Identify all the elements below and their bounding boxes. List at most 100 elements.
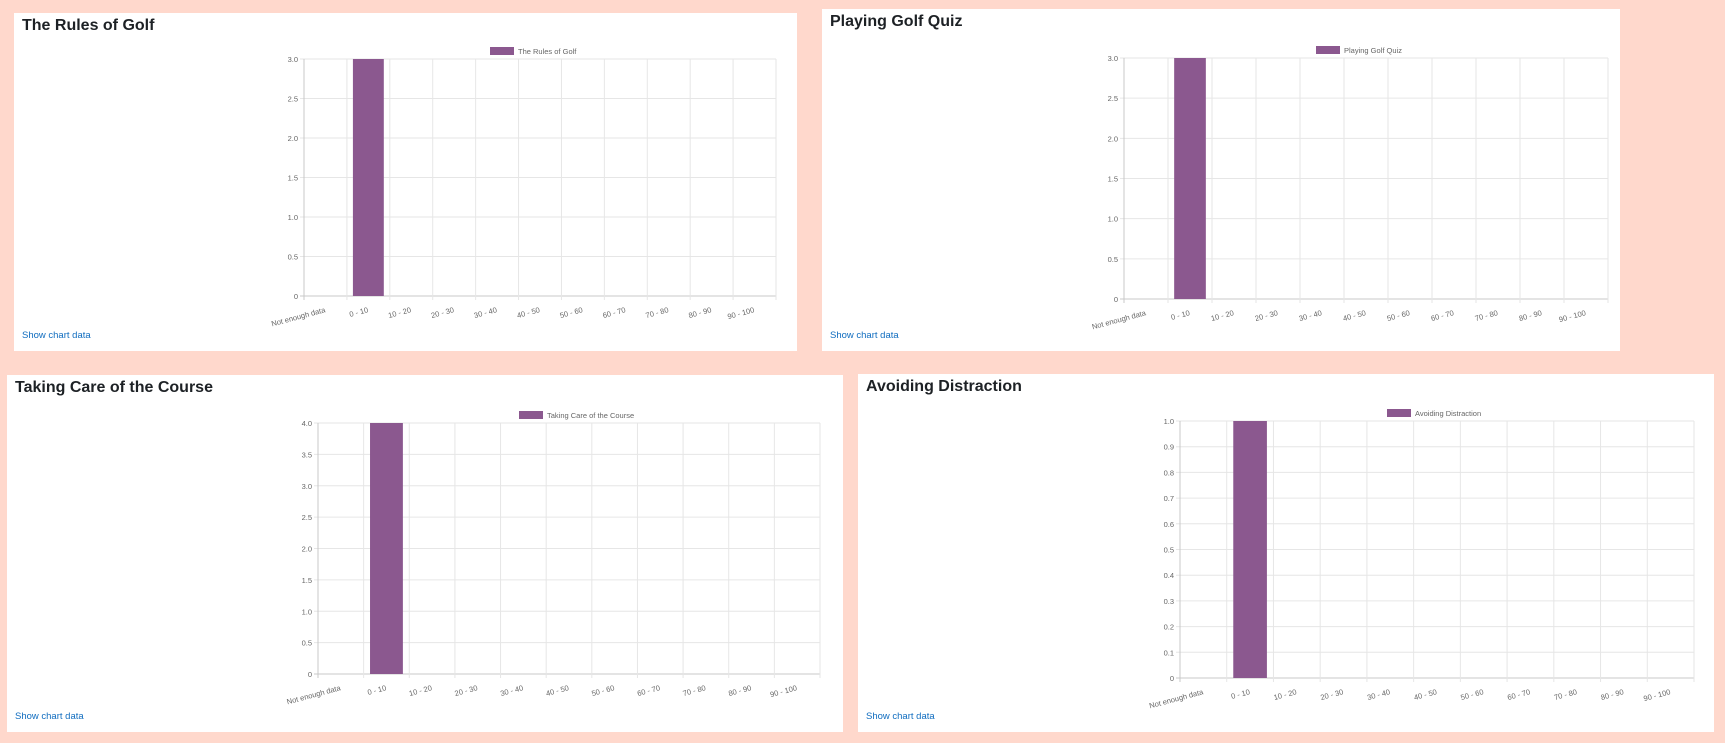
x-tick-label: 70 - 80 [645, 305, 670, 320]
y-tick-label: 0 [1114, 295, 1118, 304]
x-tick-label: 70 - 80 [1553, 687, 1578, 702]
x-tick-label: 40 - 50 [516, 305, 541, 320]
legend-label: Playing Golf Quiz [1344, 46, 1402, 55]
x-tick-label: 40 - 50 [1413, 687, 1438, 702]
y-tick-label: 2.0 [1108, 134, 1118, 143]
x-tick-label: 80 - 90 [1518, 308, 1543, 323]
y-tick-label: 2.0 [288, 134, 298, 143]
y-tick-label: 4.0 [302, 419, 312, 428]
x-tick-label: 0 - 10 [366, 683, 387, 697]
x-tick-label: Not enough data [270, 305, 327, 328]
y-tick-label: 0.5 [288, 253, 298, 262]
y-tick-label: 0.8 [1164, 468, 1174, 477]
y-tick-label: 1.0 [1108, 215, 1118, 224]
x-tick-label: 20 - 30 [454, 683, 479, 698]
bar [1233, 421, 1267, 678]
x-tick-label: 10 - 20 [1273, 687, 1298, 702]
x-tick-label: 80 - 90 [727, 683, 752, 698]
y-tick-label: 0 [1170, 674, 1174, 683]
y-tick-label: 1.0 [302, 607, 312, 616]
bar-chart: 0 0.5 1.0 1.5 2.0 2.5 3.0 Not enough data 0 - 10… [1091, 46, 1609, 331]
x-tick-label: 50 - 60 [1386, 308, 1411, 323]
y-tick-label: 0.3 [1164, 597, 1174, 606]
y-tick-label: 0.2 [1164, 623, 1174, 632]
show-chart-data-link[interactable]: Show chart data [830, 330, 899, 341]
x-tick-label: 70 - 80 [1474, 308, 1499, 323]
x-tick-label: 10 - 20 [1210, 308, 1235, 323]
card-title: Playing Golf Quiz [830, 13, 963, 30]
legend-label: Taking Care of the Course [547, 411, 634, 420]
x-tick-label: 20 - 30 [1254, 308, 1279, 323]
x-tick-label: 30 - 40 [1366, 687, 1391, 702]
legend-swatch [490, 47, 514, 55]
x-tick-label: 20 - 30 [1319, 687, 1344, 702]
y-tick-label: 1.0 [288, 213, 298, 222]
x-tick-label: Not enough data [1148, 687, 1205, 710]
y-tick-label: 0.7 [1164, 494, 1174, 503]
chart-card-rules-of-golf: The Rules of Golf 0 0.5 1.0 1.5 2.0 2.5 3.0 Not… [14, 13, 797, 351]
bar-chart: 0 0.5 1.0 1.5 2.0 2.5 3.0 Not enough data 0 - 10… [270, 47, 777, 328]
legend-swatch [1387, 409, 1411, 417]
y-tick-label: 1.5 [1108, 175, 1118, 184]
x-tick-label: 60 - 70 [1506, 687, 1531, 702]
bar [352, 59, 384, 296]
x-tick-label: 40 - 50 [545, 683, 570, 698]
x-tick-label: 70 - 80 [682, 683, 707, 698]
x-tick-label: 0 - 10 [348, 305, 369, 319]
y-tick-label: 0.5 [1164, 546, 1174, 555]
y-tick-label: 3.5 [302, 450, 312, 459]
bar-chart: 0 0.1 0.2 0.3 0.4 0.5 0.6 0.7 0.8 0.9 1.0 Not enoug… [1148, 409, 1695, 710]
y-tick-label: 2.0 [302, 545, 312, 554]
x-tick-label: 60 - 70 [1430, 308, 1455, 323]
x-tick-label: 30 - 40 [1298, 308, 1323, 323]
y-tick-label: 0.9 [1164, 443, 1174, 452]
x-tick-label: Not enough data [286, 683, 343, 706]
x-tick-label: 90 - 100 [1558, 308, 1587, 324]
chart-card-playing-golf-quiz: Playing Golf Quiz 0 0.5 1.0 1.5 2.0 2.5 3.0 Not… [822, 9, 1620, 351]
y-tick-label: 1.5 [302, 576, 312, 585]
show-chart-data-link[interactable]: Show chart data [866, 711, 935, 722]
y-tick-label: 2.5 [302, 513, 312, 522]
y-tick-label: 3.0 [1108, 54, 1118, 63]
y-tick-label: 0 [294, 292, 298, 301]
y-tick-label: 0.5 [302, 639, 312, 648]
x-tick-label: 20 - 30 [430, 305, 455, 320]
x-tick-label: 30 - 40 [473, 305, 498, 320]
y-tick-label: 0.6 [1164, 520, 1174, 529]
x-tick-label: 50 - 60 [1460, 687, 1485, 702]
x-tick-label: 50 - 60 [559, 305, 584, 320]
show-chart-data-link[interactable]: Show chart data [22, 330, 91, 341]
legend-swatch [519, 411, 543, 419]
x-tick-label: 90 - 100 [1643, 687, 1672, 703]
x-tick-label: 10 - 20 [408, 683, 433, 698]
card-title: The Rules of Golf [22, 17, 155, 34]
card-title: Avoiding Distraction [866, 378, 1022, 395]
bar [1174, 58, 1206, 299]
x-tick-label: 30 - 40 [499, 683, 524, 698]
legend-label: The Rules of Golf [518, 47, 577, 56]
legend-label: Avoiding Distraction [1415, 409, 1481, 418]
x-tick-label: 0 - 10 [1230, 687, 1251, 701]
y-tick-label: 1.0 [1164, 417, 1174, 426]
x-tick-label: 60 - 70 [602, 305, 627, 320]
chart-card-taking-care-of-course: Taking Care of the Course 0 0.5 1.0 1.5 2.0 2… [7, 375, 843, 732]
y-tick-label: 2.5 [1108, 94, 1118, 103]
legend-swatch [1316, 46, 1340, 54]
x-tick-label: 0 - 10 [1170, 308, 1191, 322]
y-tick-label: 0.5 [1108, 255, 1118, 264]
x-tick-label: 60 - 70 [636, 683, 661, 698]
y-tick-label: 0.1 [1164, 648, 1174, 657]
x-tick-label: 50 - 60 [591, 683, 616, 698]
x-tick-label: 10 - 20 [387, 305, 412, 320]
card-title: Taking Care of the Course [15, 379, 213, 396]
y-tick-label: 0 [308, 670, 312, 679]
show-chart-data-link[interactable]: Show chart data [15, 711, 84, 722]
x-tick-label: 90 - 100 [769, 683, 798, 699]
y-tick-label: 2.5 [288, 95, 298, 104]
x-tick-label: Not enough data [1091, 308, 1148, 331]
x-tick-label: 90 - 100 [726, 305, 755, 321]
y-tick-label: 3.0 [302, 482, 312, 491]
x-tick-label: 40 - 50 [1342, 308, 1367, 323]
x-tick-label: 80 - 90 [1600, 687, 1625, 702]
chart-card-avoiding-distraction: Avoiding Distraction 0 0.1 0.2 0.3 0.4 0.5 0.6… [858, 374, 1714, 732]
